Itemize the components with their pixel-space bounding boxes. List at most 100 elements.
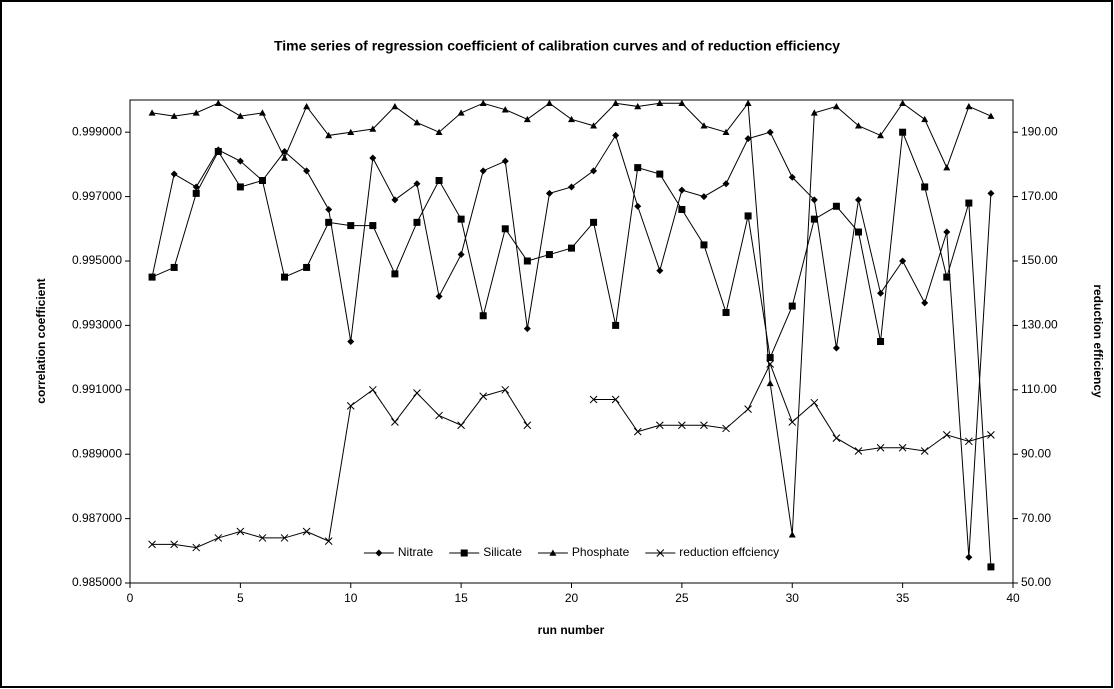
- data-point: [457, 109, 465, 116]
- data-point: [656, 170, 664, 178]
- data-point: [832, 344, 840, 352]
- data-point: [700, 122, 708, 129]
- data-point: [854, 228, 862, 236]
- data-point: [281, 273, 289, 281]
- data-point: [921, 183, 929, 191]
- data-point: [391, 102, 399, 110]
- data-point: [634, 202, 642, 210]
- x-tick-label: 30: [786, 591, 800, 605]
- data-point: [788, 531, 796, 538]
- y2-tick-label: 110.00: [1021, 382, 1057, 396]
- y-axis-title: correlation coefficient: [34, 278, 48, 403]
- data-point: [413, 180, 421, 188]
- data-point: [788, 173, 796, 181]
- data-point: [545, 251, 553, 259]
- data-point: [236, 157, 244, 165]
- data-point: [766, 360, 775, 368]
- y2-tick-label: 170.00: [1021, 189, 1058, 203]
- data-point: [479, 392, 488, 401]
- data-point: [744, 135, 752, 143]
- data-point: [347, 338, 355, 345]
- legend-label: Silicate: [483, 545, 522, 559]
- data-point: [899, 128, 907, 136]
- data-point: [170, 112, 178, 119]
- data-point: [368, 385, 377, 394]
- data-point: [965, 102, 973, 110]
- data-point: [192, 543, 201, 552]
- y-tick-label: 0.987000: [72, 511, 122, 525]
- legend-marker: [656, 549, 665, 557]
- data-point: [501, 106, 509, 113]
- data-point: [612, 99, 620, 107]
- data-point: [921, 299, 929, 307]
- data-point: [391, 196, 399, 204]
- data-point: [214, 148, 222, 156]
- x-tick-label: 40: [1006, 591, 1020, 605]
- data-point: [148, 273, 156, 281]
- data-point: [214, 99, 222, 107]
- data-point: [832, 434, 841, 442]
- data-point: [258, 109, 266, 116]
- data-point: [943, 273, 951, 281]
- data-point: [943, 228, 951, 236]
- data-point: [854, 447, 863, 455]
- data-point: [766, 379, 774, 387]
- legend-label: reduction effciency: [679, 545, 779, 559]
- data-point: [303, 102, 311, 110]
- legend-label: Nitrate: [398, 545, 434, 559]
- x-tick-label: 20: [565, 591, 579, 605]
- data-point: [678, 205, 686, 213]
- data-point: [589, 395, 598, 404]
- y2-axis-title: reduction efficiency: [1091, 284, 1105, 398]
- data-point: [920, 447, 929, 455]
- data-point: [678, 421, 686, 430]
- data-point: [325, 205, 333, 213]
- data-point: [943, 164, 951, 171]
- data-point: [611, 395, 620, 404]
- data-point: [700, 421, 708, 430]
- data-point: [501, 225, 509, 233]
- data-point: [280, 534, 289, 542]
- chart-title: Time series of regression coefficient of…: [274, 38, 840, 54]
- data-point: [899, 257, 907, 265]
- data-point: [192, 183, 200, 191]
- data-point: [810, 215, 818, 223]
- data-point: [877, 131, 885, 139]
- data-point: [854, 196, 862, 204]
- data-point: [413, 389, 421, 397]
- y-tick-label: 0.989000: [72, 446, 122, 460]
- data-point: [346, 402, 355, 410]
- data-point: [810, 398, 819, 407]
- data-point: [347, 128, 355, 135]
- data-point: [678, 186, 686, 194]
- data-point: [170, 170, 178, 178]
- y2-tick-label: 190.00: [1021, 124, 1058, 138]
- data-point: [214, 534, 223, 542]
- y-tick-label: 0.999000: [72, 124, 122, 138]
- data-point: [369, 154, 377, 162]
- data-point: [987, 112, 995, 119]
- data-point: [479, 167, 487, 175]
- data-point: [413, 218, 421, 226]
- data-point: [413, 119, 421, 126]
- y2-tick-label: 70.00: [1021, 511, 1051, 525]
- data-point: [501, 385, 510, 394]
- data-point: [700, 193, 708, 201]
- data-point: [722, 424, 730, 433]
- legend-label: Phosphate: [572, 545, 630, 559]
- y-tick-label: 0.985000: [72, 575, 122, 589]
- data-point: [192, 109, 200, 116]
- x-tick-label: 35: [896, 591, 910, 605]
- data-point: [435, 177, 443, 184]
- data-point: [258, 534, 267, 542]
- data-point: [281, 154, 289, 161]
- data-point: [324, 537, 333, 545]
- data-point: [877, 289, 885, 297]
- data-point: [325, 131, 333, 139]
- data-point: [258, 177, 266, 184]
- data-point: [633, 427, 642, 436]
- data-point: [523, 257, 531, 265]
- y2-tick-label: 130.00: [1021, 318, 1058, 332]
